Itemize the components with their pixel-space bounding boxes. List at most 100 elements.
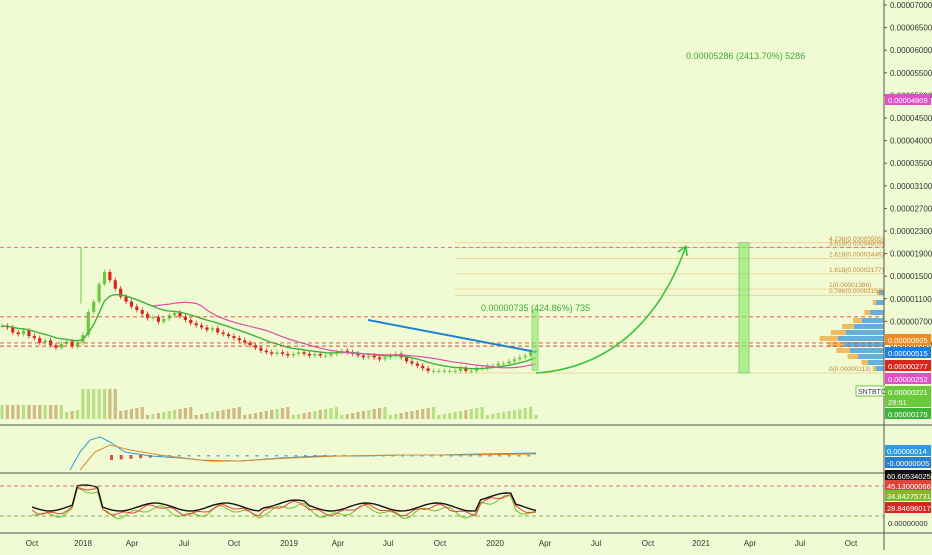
price-tick-label[interactable]: 0.00002300	[890, 227, 932, 236]
price-tick-label[interactable]: 0.00001500	[890, 272, 932, 281]
time-axis[interactable]: Oct 2018 Apr Jul Oct 2019 Apr Jul Oct 2020 Apr Jul O…	[26, 539, 858, 548]
candle-body	[291, 353, 295, 356]
volume-bar	[21, 405, 26, 419]
candle-body	[216, 328, 220, 333]
volume-profile-bar	[868, 360, 884, 365]
macd-badge	[885, 457, 931, 468]
volume-bar	[92, 389, 96, 419]
volume-bar	[286, 407, 290, 419]
volume-profile-bar	[877, 290, 879, 295]
price-tick-label[interactable]: 0.00006000	[890, 46, 932, 55]
candle-body	[70, 341, 74, 347]
volume-bar	[307, 412, 312, 419]
volume-profile-bar	[876, 366, 884, 371]
price-tick-label[interactable]: 0.00000700	[890, 317, 932, 326]
price-tick-label[interactable]: 0.00003500	[890, 159, 932, 168]
macd-histogram-bar	[255, 455, 259, 457]
time-tick-label[interactable]: Jul	[795, 539, 805, 548]
volume-bar	[16, 405, 20, 419]
candle-body	[270, 352, 274, 354]
volume-profile-bar	[876, 300, 884, 305]
downtrend-line	[367, 319, 537, 353]
time-tick-label[interactable]: 2018	[74, 539, 92, 548]
volume-bar	[275, 409, 279, 419]
macd-histogram-bar	[410, 455, 414, 457]
price-tick-label[interactable]: 0.00003100	[890, 182, 932, 191]
volume-bar	[410, 411, 414, 419]
price-tick-label[interactable]: 0.00001100	[890, 295, 932, 304]
candle-body	[129, 301, 134, 307]
candle-body	[92, 301, 96, 312]
symbol-badge-text[interactable]: SNTBTC	[858, 389, 886, 396]
candle-body	[367, 355, 371, 358]
volume-bar	[129, 409, 134, 419]
symbol-badge[interactable]	[855, 385, 885, 397]
time-tick-label[interactable]: Apr	[332, 539, 345, 548]
volume-bar	[453, 412, 457, 419]
candle-body	[16, 332, 20, 335]
volume-profile-bar	[830, 330, 846, 335]
ema-line	[1, 293, 537, 370]
time-tick-label[interactable]: 2020	[486, 539, 504, 548]
time-tick-label[interactable]: Apr	[539, 539, 552, 548]
time-tick-label[interactable]: Oct	[26, 539, 39, 548]
volume-bar	[491, 414, 495, 419]
volume-bar	[340, 415, 344, 419]
volume-bar	[183, 408, 187, 419]
time-tick-label[interactable]: Apr	[126, 539, 139, 548]
rsi-red-line	[31, 486, 537, 517]
volume-bar	[205, 413, 209, 419]
price-badge-text: 0.00000515	[888, 349, 928, 358]
price-tick-label[interactable]: 0.00007000	[890, 1, 932, 10]
price-badge-text: 0.00000221	[888, 388, 928, 397]
price-tick-label[interactable]: 0.00002700	[890, 204, 932, 213]
moving-average-line	[152, 301, 537, 369]
volume-bar	[189, 407, 193, 419]
time-tick-label[interactable]: Jul	[383, 539, 393, 548]
volume-bar	[367, 410, 371, 419]
time-tick-label[interactable]: Oct	[228, 539, 241, 548]
candle-body	[27, 330, 31, 337]
candle-body	[302, 352, 306, 354]
candle-body	[183, 316, 187, 320]
price-badge	[885, 396, 931, 407]
volume-bar	[199, 414, 204, 419]
volume-bar	[415, 410, 419, 419]
candle-body	[529, 352, 533, 356]
time-tick-label[interactable]: Jul	[591, 539, 601, 548]
volume-bar	[173, 410, 177, 419]
candle-body	[189, 319, 193, 324]
time-tick-label[interactable]: Oct	[845, 539, 858, 548]
rsi-badge	[885, 490, 931, 501]
price-tick-label[interactable]: 0.00001900	[890, 250, 932, 259]
volume-bar	[529, 407, 533, 419]
volume-bar	[5, 405, 9, 419]
price-badge	[885, 386, 931, 397]
time-tick-label[interactable]: Apr	[744, 539, 757, 548]
time-tick-label[interactable]: Oct	[434, 539, 447, 548]
time-tick-label[interactable]: Jul	[179, 539, 189, 548]
price-tick-label[interactable]: 0.00004000	[890, 137, 932, 146]
candle-body	[410, 361, 414, 364]
volume-bar	[135, 408, 139, 419]
volume-profile-bar	[872, 300, 876, 305]
time-tick-label[interactable]: Oct	[642, 539, 655, 548]
candle-body	[453, 370, 457, 372]
volume-bar	[124, 410, 128, 419]
price-tick-label[interactable]: 0.00005500	[890, 69, 932, 78]
volume-bar	[485, 415, 490, 419]
candle-body	[243, 340, 247, 343]
time-tick-label[interactable]: 2019	[280, 539, 298, 548]
price-tick-label[interactable]: 0.00004500	[890, 114, 932, 123]
price-badge-text: 0.00000277	[888, 362, 928, 371]
volume-bar	[43, 405, 47, 419]
volume-bar	[226, 409, 231, 419]
candle-body	[415, 363, 419, 366]
price-tick-label[interactable]: 0.00006500	[890, 24, 932, 33]
projection-arrowhead	[677, 245, 688, 257]
time-tick-label[interactable]: 2021	[692, 539, 710, 548]
volume-profile-bar	[838, 336, 884, 341]
candle-body	[248, 342, 252, 346]
